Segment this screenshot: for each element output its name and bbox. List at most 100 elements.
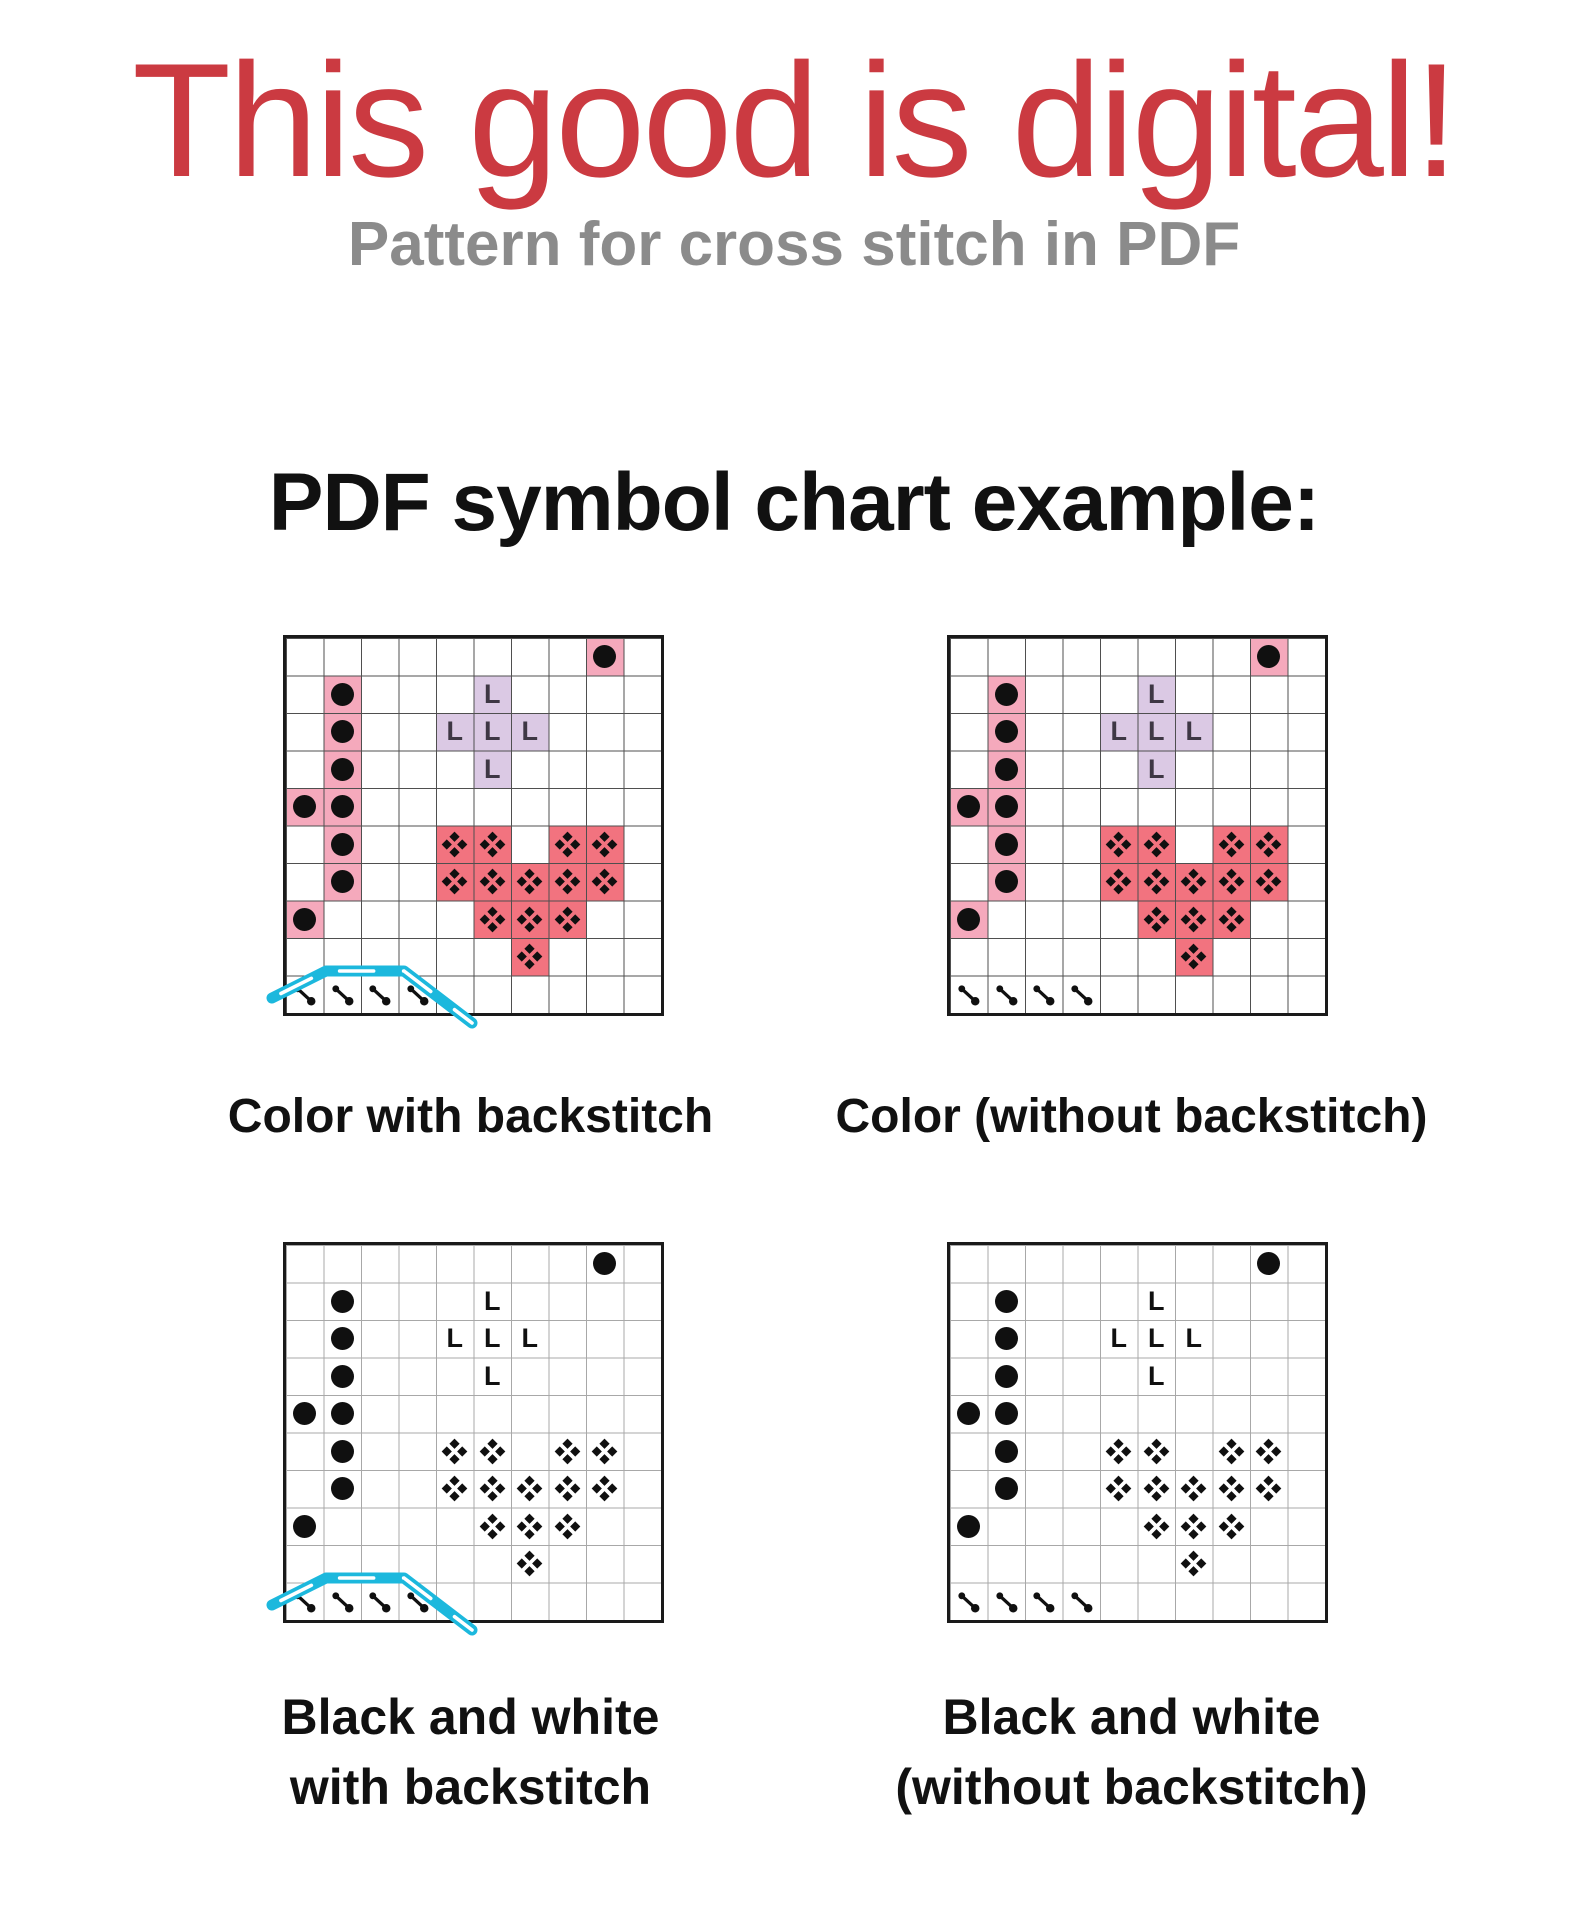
L-symbol-cell: L xyxy=(446,1323,464,1354)
backstitch-symbol-cell xyxy=(324,976,362,1014)
dot-symbol xyxy=(293,1402,317,1426)
diamond-symbol xyxy=(1143,1513,1170,1540)
diamond-symbol-cell xyxy=(549,1433,587,1471)
diamond-symbol-cell xyxy=(511,1545,549,1583)
diamond-symbol-cell xyxy=(549,1508,587,1546)
dot-symbol-cell xyxy=(988,1470,1026,1508)
dot-symbol-cell xyxy=(950,901,988,939)
diamond-symbol-cell xyxy=(586,826,624,864)
backstitch-symbol xyxy=(996,985,1018,1006)
diamond-symbol xyxy=(1218,1475,1245,1502)
diamond-symbol xyxy=(554,868,581,895)
diamond-symbol xyxy=(1255,1475,1282,1502)
dot-symbol-cell xyxy=(950,1395,988,1433)
dot-symbol-cell xyxy=(286,901,324,939)
diamond-symbol-cell xyxy=(586,1433,624,1471)
diamond-symbol xyxy=(1180,1475,1207,1502)
dot-symbol-cell xyxy=(1250,638,1288,676)
diamond-symbol xyxy=(516,1513,543,1540)
L-symbol-cell: L xyxy=(484,1285,501,1316)
dot-symbol-cell xyxy=(324,863,362,901)
dot-symbol-cell xyxy=(988,1320,1026,1358)
backstitch-symbol-cell xyxy=(399,1583,437,1621)
dot-symbol-cell xyxy=(324,1395,362,1433)
diamond-symbol-cell xyxy=(436,826,474,864)
dot-symbol xyxy=(593,1252,617,1276)
L-symbol-cell: L xyxy=(1185,716,1203,747)
diamond-symbol xyxy=(479,831,506,858)
diamond-symbol-cell xyxy=(1175,863,1213,901)
diamond-symbol-cell xyxy=(511,1470,549,1508)
diamond-symbol-cell xyxy=(1213,1470,1251,1508)
caption-line: Black and white xyxy=(281,1689,660,1745)
diamond-symbol-cell xyxy=(1100,1433,1138,1471)
dot-symbol xyxy=(994,870,1018,894)
caption-line: Color (without backstitch) xyxy=(835,1090,1428,1143)
diamond-symbol xyxy=(1218,868,1245,895)
dot-symbol-cell xyxy=(286,1395,324,1433)
diamond-symbol xyxy=(1218,906,1245,933)
dot-symbol xyxy=(994,1477,1018,1501)
backstitch-symbol-cell xyxy=(950,976,988,1014)
diamond-symbol-cell xyxy=(474,901,512,939)
diamond-symbol-cell xyxy=(436,1433,474,1471)
diamond-symbol-cell xyxy=(1175,1470,1213,1508)
dot-symbol-cell xyxy=(324,713,362,751)
backstitch-symbol xyxy=(996,1592,1018,1613)
backstitch-symbol xyxy=(332,985,354,1006)
dot-symbol-cell xyxy=(988,1395,1026,1433)
diamond-symbol-cell xyxy=(511,938,549,976)
backstitch-symbol-cell xyxy=(361,976,399,1014)
diamond-symbol xyxy=(1255,1438,1282,1465)
diamond-symbol-cell xyxy=(1138,826,1176,864)
diamond-symbol-cell xyxy=(1250,1433,1288,1471)
backstitch-symbol xyxy=(332,1592,354,1613)
backstitch-symbol xyxy=(369,1592,391,1613)
dot-symbol xyxy=(994,795,1018,819)
diamond-symbol-cell xyxy=(1138,901,1176,939)
diamond-symbol-cell xyxy=(474,1470,512,1508)
page-title: This good is digital! xyxy=(132,30,1459,211)
diamond-symbol-cell xyxy=(1100,826,1138,864)
backstitch-symbol xyxy=(1033,1592,1055,1613)
diamond-symbol xyxy=(1180,868,1207,895)
dot-symbol xyxy=(330,1327,354,1351)
L-symbol-cell: L xyxy=(1185,1323,1203,1354)
diamond-symbol-cell xyxy=(1138,1508,1176,1546)
diamond-symbol-cell xyxy=(1100,863,1138,901)
dot-symbol-cell xyxy=(324,1433,362,1471)
dot-symbol xyxy=(994,682,1018,706)
diamond-symbol-cell xyxy=(1250,863,1288,901)
dot-symbol xyxy=(330,1439,354,1463)
backstitch-symbol-cell xyxy=(1025,976,1063,1014)
diamond-symbol xyxy=(479,868,506,895)
diamond-symbol xyxy=(479,906,506,933)
diamond-symbol xyxy=(554,1513,581,1540)
L-symbol-cell: L xyxy=(1110,1323,1128,1354)
diamond-symbol xyxy=(1180,906,1207,933)
backstitch-symbol xyxy=(958,985,980,1006)
diamond-symbol-cell xyxy=(1138,1470,1176,1508)
diamond-symbol xyxy=(516,943,543,970)
diamond-symbol-cell xyxy=(1138,863,1176,901)
caption-line: with backstitch xyxy=(289,1759,652,1815)
dot-symbol-cell xyxy=(586,638,624,676)
dot-symbol xyxy=(957,907,981,931)
dot-symbol xyxy=(957,795,981,819)
diamond-symbol-cell xyxy=(1175,938,1213,976)
diamond-symbol-cell xyxy=(1213,1508,1251,1546)
dot-symbol xyxy=(293,795,317,819)
dot-symbol xyxy=(1257,645,1281,669)
section-heading: PDF symbol chart example: xyxy=(268,457,1320,548)
dot-symbol xyxy=(994,832,1018,856)
caption-color-with-backstitch: Color with backstitch xyxy=(170,1090,771,1144)
diamond-symbol xyxy=(591,831,618,858)
dot-symbol-cell xyxy=(988,1283,1026,1321)
diamond-symbol xyxy=(591,1475,618,1502)
dot-symbol xyxy=(1257,1252,1281,1276)
diamond-symbol-cell xyxy=(511,1508,549,1546)
dot-symbol xyxy=(293,1514,317,1538)
